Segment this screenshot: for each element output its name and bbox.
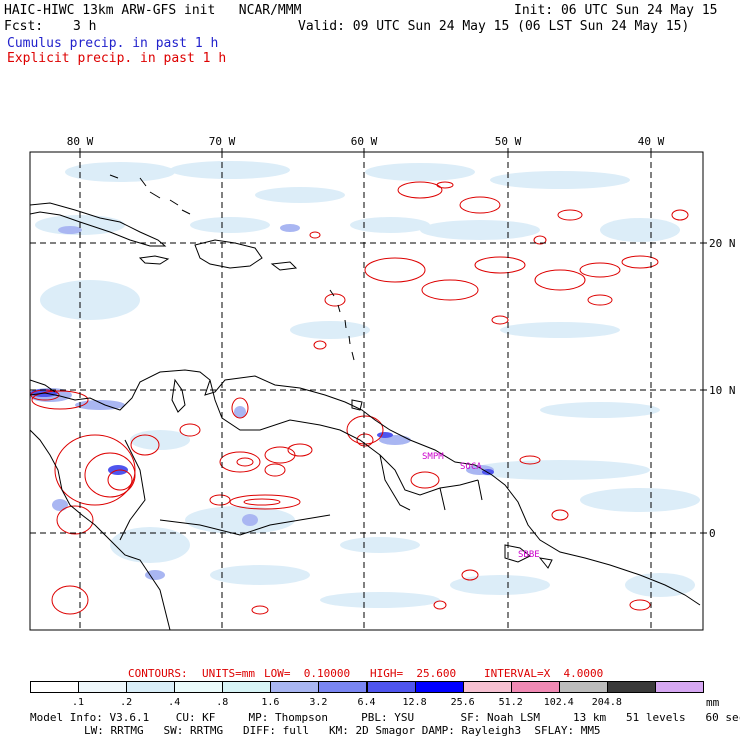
colorbar-swatch — [558, 681, 608, 693]
colorbar-swatch — [318, 681, 368, 693]
colorbar-swatch — [606, 681, 656, 693]
contours-high: HIGH= 25.600 — [370, 667, 457, 680]
contours-label: CONTOURS: — [128, 667, 188, 680]
contours-units: UNITS=mm — [202, 667, 255, 680]
colorbar-tick-label: 3.2 — [309, 697, 328, 708]
lon-label-40w: 40 W — [638, 135, 665, 148]
lat-label-10n: 10 N — [709, 384, 736, 397]
colorbar-unit: mm — [706, 696, 720, 709]
colorbar-tick-label: 6.4 — [357, 697, 376, 708]
colorbar-tick-label: 25.6 — [450, 697, 475, 708]
lon-label-50w: 50 W — [495, 135, 522, 148]
lon-label-60w: 60 W — [351, 135, 378, 148]
contours-interval: INTERVAL=X 4.0000 — [484, 667, 604, 680]
explicit-legend: Explicit precip. in past 1 h — [7, 51, 227, 66]
init-time: Init: 06 UTC Sun 24 May 15 — [514, 3, 718, 18]
chart-title: HAIC-HIWC 13km ARW-GFS init NCAR/MMM — [4, 3, 302, 18]
model-info-line1: Model Info: V3.6.1 CU: KF MP: Thompson P… — [30, 711, 740, 724]
colorbar-swatch — [222, 681, 272, 693]
lat-lon-grid — [30, 152, 703, 630]
colorbar-swatch — [78, 681, 128, 693]
lat-label-0: 0 — [709, 527, 716, 540]
colorbar-tick-label: .4 — [168, 697, 181, 708]
colorbar-swatch — [414, 681, 464, 693]
coastlines — [30, 174, 701, 630]
colorbar-swatch — [270, 681, 320, 693]
lat-label-20n: 20 N — [709, 237, 736, 250]
colorbar-tick-label: 204.8 — [591, 697, 622, 708]
colorbar-swatch — [126, 681, 176, 693]
colorbar-tick-label: .1 — [72, 697, 85, 708]
colorbar-tick-label: .8 — [216, 697, 229, 708]
station-soca: SOCA — [460, 462, 482, 472]
colorbar-tick-label: 1.6 — [261, 697, 280, 708]
colorbar-swatch — [366, 681, 416, 693]
colorbar-swatch — [654, 681, 704, 693]
colorbar-tick-label: .2 — [120, 697, 133, 708]
model-info-line2: LW: RRTMG SW: RRTMG DIFF: full KM: 2D Sm… — [84, 724, 601, 737]
colorbar-swatch — [510, 681, 560, 693]
explicit-precip-contours — [30, 181, 689, 615]
station-sbbe: SBBE — [518, 550, 540, 560]
colorbar-swatch — [174, 681, 224, 693]
forecast-label: Fcst: — [4, 19, 44, 34]
contours-low: LOW= 0.10000 — [264, 667, 351, 680]
colorbar-tick-label: 102.4 — [543, 697, 574, 708]
station-smpm: SMPM — [422, 452, 444, 462]
colorbar-swatch — [30, 681, 80, 693]
colorbar-swatch — [462, 681, 512, 693]
colorbar-tick-label: 12.8 — [402, 697, 427, 708]
map-frame — [29, 151, 704, 631]
colorbar-tick-label: 51.2 — [498, 697, 523, 708]
forecast-hour: 3 h — [73, 19, 97, 34]
cumulus-legend: Cumulus precip. in past 1 h — [7, 36, 219, 51]
lon-label-70w: 70 W — [209, 135, 236, 148]
valid-time: Valid: 09 UTC Sun 24 May 15 (06 LST Sun … — [298, 19, 690, 34]
lon-label-80w: 80 W — [67, 135, 94, 148]
cumulus-precip-fields — [35, 161, 700, 608]
